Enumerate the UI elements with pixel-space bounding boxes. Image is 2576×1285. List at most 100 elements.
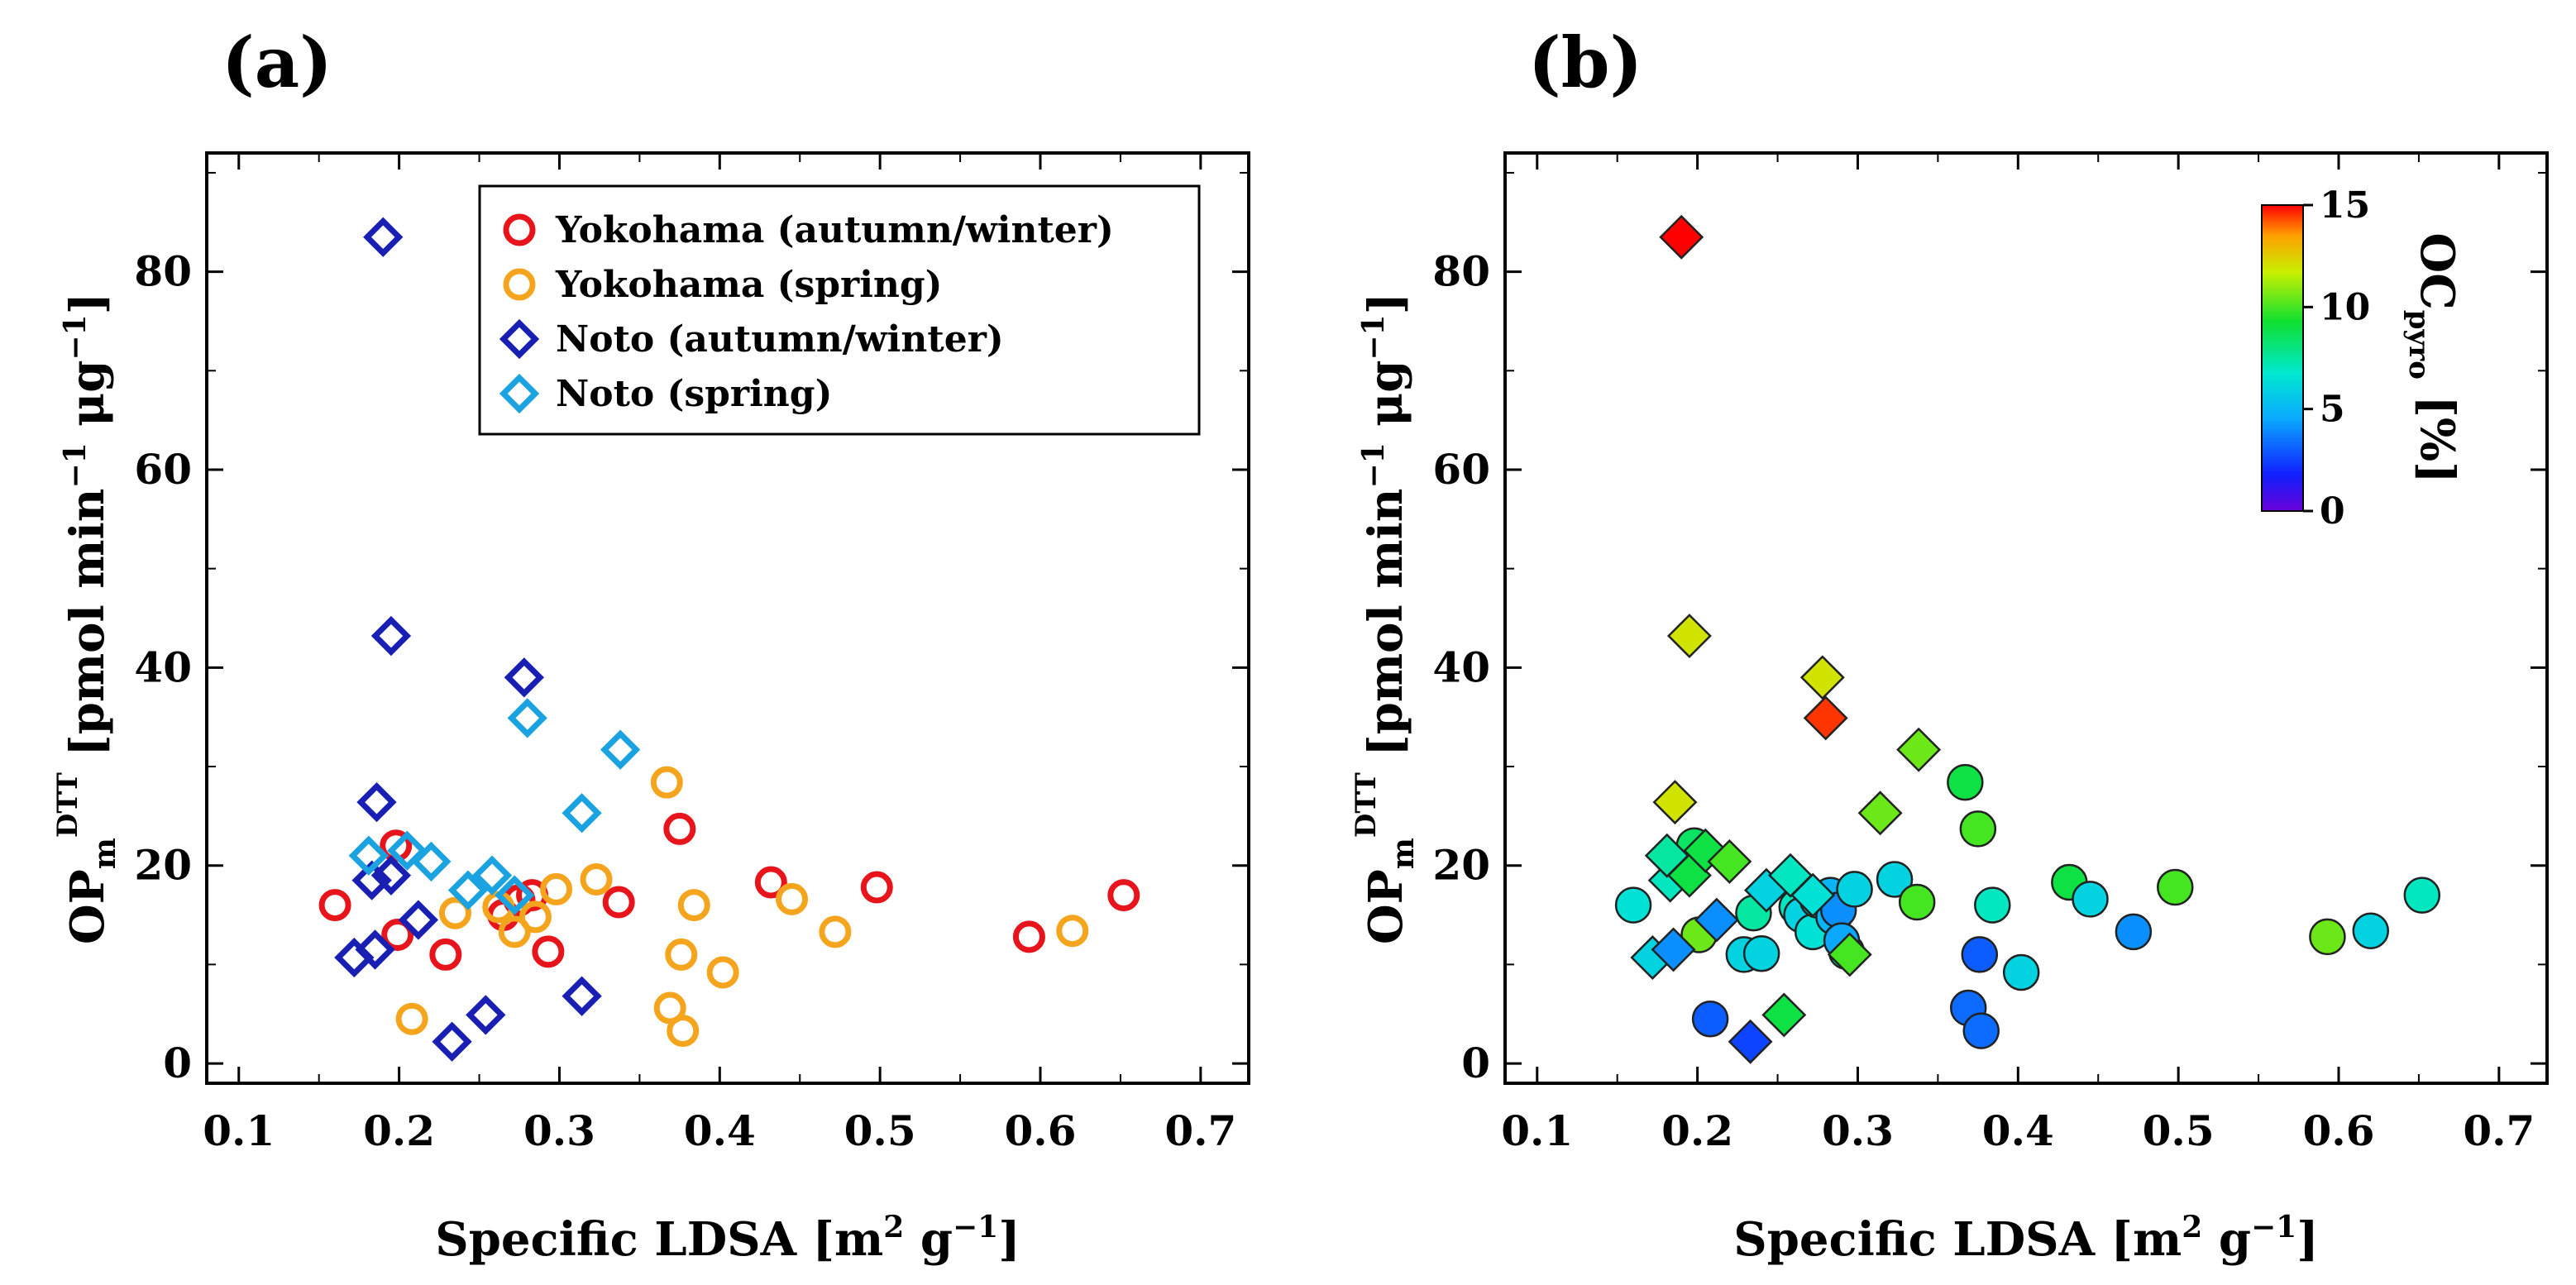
data-point xyxy=(1799,655,1845,700)
colorbar-tick-label: 15 xyxy=(2320,184,2370,227)
data-point xyxy=(504,657,544,698)
data-point xyxy=(519,900,552,934)
legend-marker xyxy=(499,373,540,414)
data-point xyxy=(677,889,710,922)
data-point xyxy=(776,882,809,915)
data-point xyxy=(1056,915,1089,948)
y-tick-label: 80 xyxy=(1432,247,1490,296)
data-point xyxy=(1959,810,1997,848)
data-point xyxy=(562,793,602,834)
x-tick-label: 0.4 xyxy=(1982,1106,2054,1155)
data-point xyxy=(1691,1000,1729,1038)
panel-b-xlabel: Specific LDSA [m2 g−1] xyxy=(1733,1210,2318,1267)
y-tick-label: 60 xyxy=(134,445,192,494)
y-tick-label: 0 xyxy=(163,1039,192,1087)
data-point xyxy=(1107,879,1140,912)
data-point xyxy=(438,896,471,929)
panel-b-ylabel: OPmDTT [pmol min−1 μg−1] xyxy=(1350,293,1421,944)
panel-a-frame xyxy=(205,151,1250,1085)
data-point xyxy=(1666,614,1712,659)
panel-b-frame xyxy=(1503,151,2549,1085)
data-point xyxy=(819,915,852,948)
data-point xyxy=(370,855,412,896)
y-tick-label: 20 xyxy=(134,841,192,890)
panel-a-xlabel: Specific LDSA [m2 g−1] xyxy=(435,1210,1020,1267)
colorbar-tick-label: 10 xyxy=(2320,286,2370,328)
x-tick-label: 0.7 xyxy=(1164,1106,1236,1155)
data-point xyxy=(706,956,739,989)
data-point xyxy=(1898,883,1936,921)
data-point xyxy=(1803,695,1848,741)
data-point xyxy=(466,995,506,1035)
colorbar: 0 5 10 15 OCpyro [%] xyxy=(2261,184,2464,533)
data-point xyxy=(351,860,392,900)
y-tick-label: 60 xyxy=(1432,445,1490,494)
data-point xyxy=(2072,881,2109,918)
data-point xyxy=(1962,1012,2000,1049)
colorbar-tick-label: 5 xyxy=(2320,389,2345,431)
x-tick-label: 0.4 xyxy=(684,1106,756,1155)
x-tick-label: 0.5 xyxy=(2143,1106,2215,1155)
data-point xyxy=(1947,763,1984,801)
data-point xyxy=(2002,953,2040,991)
data-point xyxy=(495,875,535,915)
data-point xyxy=(1857,791,1903,836)
x-tick-label: 0.1 xyxy=(1501,1106,1573,1155)
data-point xyxy=(2309,918,2346,956)
legend-entry: Yokohama (autumn/winter) xyxy=(555,209,1114,251)
colorbar-gradient xyxy=(2261,204,2304,512)
data-point xyxy=(2403,877,2441,914)
data-point xyxy=(1644,833,1689,878)
colorbar-ticks: 0 5 10 15 xyxy=(2303,184,2370,533)
data-point xyxy=(1790,872,1836,918)
data-point xyxy=(356,781,397,823)
data-point xyxy=(860,871,893,904)
y-tick-label: 40 xyxy=(134,642,192,691)
data-point xyxy=(600,729,641,770)
data-point xyxy=(667,1015,700,1048)
data-point xyxy=(1961,936,1999,973)
data-point xyxy=(1694,897,1739,943)
colorbar-tick-label: 0 xyxy=(2320,490,2345,533)
colorbar-title: OCpyro [%] xyxy=(2402,232,2464,483)
y-tick-label: 40 xyxy=(1432,642,1490,691)
data-point xyxy=(370,615,412,657)
data-point xyxy=(355,929,395,970)
legend-entry: Yokohama (spring) xyxy=(555,264,942,306)
legend-entry: Noto (spring) xyxy=(556,373,832,415)
data-point xyxy=(665,938,698,971)
data-point xyxy=(562,976,602,1016)
data-point xyxy=(1974,886,2011,924)
data-point xyxy=(471,855,513,896)
data-point xyxy=(381,918,414,951)
legend: Yokohama (autumn/winter) Yokohama (spring… xyxy=(478,184,1201,436)
data-point xyxy=(650,766,683,799)
data-point xyxy=(540,872,573,905)
data-point xyxy=(447,870,489,910)
legend-marker xyxy=(503,268,536,301)
data-point xyxy=(663,812,696,845)
y-tick-label: 0 xyxy=(1461,1039,1490,1087)
x-tick-label: 0.5 xyxy=(844,1106,916,1155)
data-point xyxy=(1896,727,1942,772)
data-point xyxy=(1827,932,1872,977)
data-point xyxy=(507,698,547,738)
x-tick-label: 0.2 xyxy=(1661,1106,1733,1155)
data-point xyxy=(1012,920,1045,953)
y-tick-label: 20 xyxy=(1432,841,1490,890)
data-point xyxy=(1659,214,1704,260)
panel-b-ticks: 0.1 0.2 0.3 0.4 0.5 0.6 0.7 0 20 40 60 80 xyxy=(1432,153,2547,1155)
x-tick-label: 0.1 xyxy=(203,1106,275,1155)
x-tick-label: 0.3 xyxy=(523,1106,595,1155)
data-point xyxy=(532,935,565,968)
data-point xyxy=(363,217,404,257)
panel-a-marks xyxy=(318,217,1140,1062)
x-tick-label: 0.6 xyxy=(1005,1106,1077,1155)
data-point xyxy=(348,835,389,876)
data-point xyxy=(1651,927,1696,972)
x-tick-label: 0.7 xyxy=(2463,1106,2535,1155)
legend-marker xyxy=(503,213,536,246)
data-point xyxy=(432,1021,472,1062)
